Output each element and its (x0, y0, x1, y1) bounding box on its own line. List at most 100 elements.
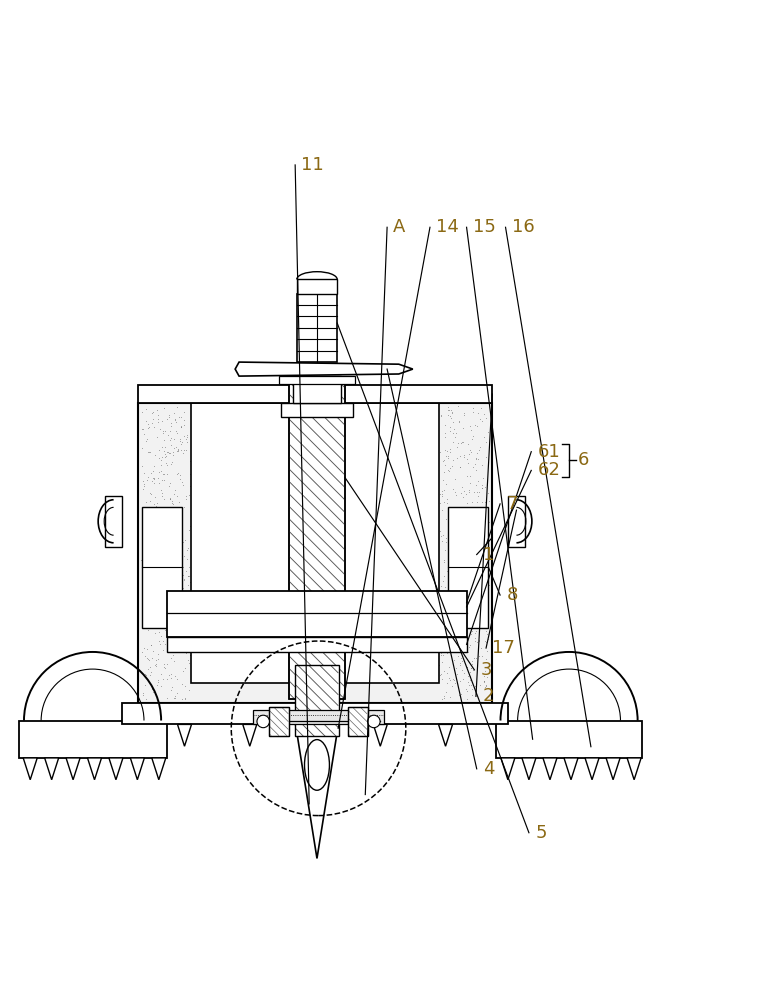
Point (436, 453, 449, 469)
Point (438, 643, 450, 659)
Point (176, 534, 188, 550)
Point (456, 591, 468, 607)
Point (168, 412, 181, 428)
Point (447, 563, 460, 579)
Point (436, 527, 449, 543)
Point (469, 568, 482, 584)
Point (154, 612, 167, 628)
Point (146, 617, 159, 633)
Point (455, 435, 468, 451)
Point (137, 590, 149, 606)
Point (155, 482, 167, 498)
Point (169, 411, 181, 427)
Point (479, 494, 491, 510)
Point (176, 691, 188, 707)
Point (470, 542, 482, 558)
Point (158, 543, 170, 559)
Point (184, 466, 196, 482)
Point (170, 595, 182, 611)
Bar (295, 722, 339, 724)
Point (443, 423, 456, 439)
Point (163, 445, 176, 461)
Point (165, 621, 178, 637)
Point (135, 552, 147, 568)
Point (475, 640, 487, 656)
Point (157, 425, 170, 441)
Point (171, 443, 184, 459)
Point (181, 652, 194, 668)
Point (464, 516, 476, 532)
Point (442, 448, 454, 464)
Point (138, 502, 151, 518)
Point (440, 563, 453, 579)
Point (180, 491, 192, 507)
Point (156, 423, 169, 439)
Point (455, 650, 468, 666)
Point (137, 473, 149, 489)
Point (176, 434, 188, 450)
Point (168, 440, 181, 456)
Point (151, 503, 163, 519)
Point (439, 448, 452, 464)
Point (165, 650, 178, 666)
Point (170, 532, 183, 548)
Point (445, 601, 457, 617)
Point (149, 545, 162, 561)
Point (158, 432, 170, 448)
Text: 5: 5 (535, 824, 547, 842)
Point (173, 409, 185, 425)
Point (174, 554, 186, 570)
Point (470, 518, 482, 534)
Point (174, 467, 186, 483)
Text: 8: 8 (506, 586, 518, 604)
Point (466, 524, 479, 540)
Text: A: A (393, 218, 406, 236)
Point (434, 667, 447, 683)
Point (181, 617, 193, 633)
Point (443, 567, 455, 583)
Point (461, 659, 473, 675)
Point (465, 431, 478, 447)
Point (481, 477, 493, 493)
Point (441, 491, 454, 507)
Point (474, 535, 486, 551)
Polygon shape (522, 758, 536, 780)
Point (176, 676, 188, 692)
Point (152, 475, 165, 491)
Point (156, 531, 168, 547)
Polygon shape (373, 724, 387, 746)
Point (140, 413, 152, 429)
Point (468, 540, 481, 556)
Point (160, 510, 173, 526)
Point (447, 404, 459, 420)
Point (463, 677, 475, 693)
Point (476, 494, 489, 510)
Point (474, 439, 486, 455)
Point (438, 663, 450, 679)
Point (461, 451, 473, 467)
Polygon shape (500, 758, 515, 780)
Point (472, 488, 484, 504)
Point (136, 611, 149, 627)
Point (460, 581, 472, 597)
Point (152, 510, 164, 526)
Point (454, 686, 467, 702)
Point (171, 399, 184, 415)
Point (477, 470, 490, 486)
Point (478, 673, 490, 689)
Point (454, 600, 466, 616)
Point (453, 414, 465, 430)
Point (450, 670, 462, 686)
Point (434, 624, 447, 640)
Point (454, 459, 466, 475)
Point (178, 548, 190, 564)
Point (145, 573, 158, 589)
Point (469, 633, 482, 649)
Point (482, 514, 495, 530)
Point (167, 447, 179, 463)
Point (139, 508, 152, 524)
Point (470, 524, 482, 540)
Point (178, 572, 190, 588)
Point (167, 647, 180, 663)
Point (472, 633, 485, 649)
